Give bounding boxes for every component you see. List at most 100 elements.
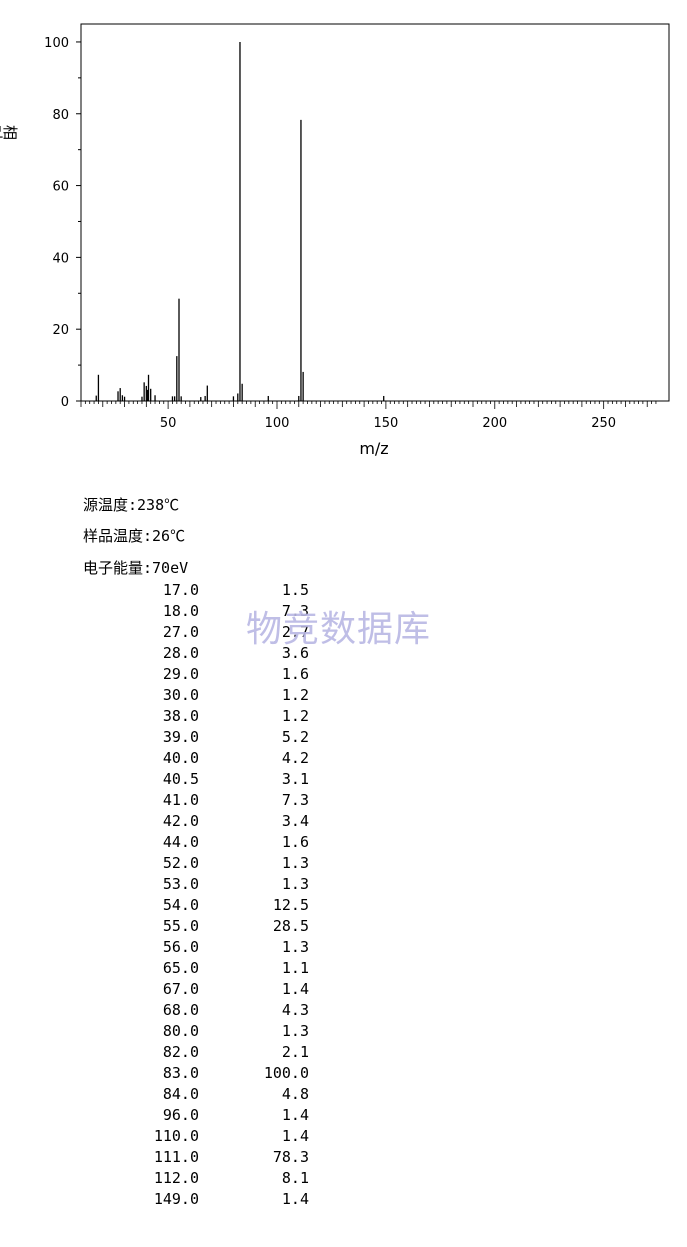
peak-row: 39.0 5.2 (0, 727, 320, 748)
peak-abundance: 4.3 (281, 1001, 309, 1019)
x-axis-label: m/z (359, 439, 388, 458)
x-tick-label: 150 (373, 416, 398, 431)
peak-row: 44.0 1.6 (0, 832, 320, 853)
plot-frame (80, 23, 670, 402)
peak-row: 149.0 1.4 (0, 1189, 320, 1210)
peak-row: 17.0 1.5 (0, 580, 320, 601)
peak-row: 28.0 3.6 (0, 643, 320, 664)
peak-mz: 65.0 (162, 959, 199, 977)
peak-row: 41.0 7.3 (0, 790, 320, 811)
y-tick-label: 80 (52, 108, 69, 123)
x-tick-label: 50 (160, 416, 177, 431)
peak-abundance: 8.1 (281, 1169, 309, 1187)
watermark: 物竞数据库 (246, 609, 432, 650)
peak-mz: 111.0 (153, 1148, 199, 1166)
peak-row: 112.0 8.1 (0, 1168, 320, 1189)
y-tick-label: 100 (44, 36, 69, 51)
peak-row: 67.0 1.4 (0, 979, 320, 1000)
peak-mz: 17.0 (162, 581, 199, 599)
peak-abundance: 2.1 (281, 1043, 309, 1061)
peak-abundance: 3.1 (281, 770, 309, 788)
peak-mz: 27.0 (162, 623, 199, 641)
peak-abundance: 1.4 (281, 980, 309, 998)
peak-mz: 110.0 (153, 1127, 199, 1145)
peak-mz: 80.0 (162, 1022, 199, 1040)
peak-abundance: 1.6 (281, 665, 309, 683)
peak-mz: 28.0 (162, 644, 199, 662)
peak-row: 38.0 1.2 (0, 706, 320, 727)
peak-abundance: 100.0 (263, 1064, 309, 1082)
source-temperature: 源温度:238℃ (83, 496, 180, 514)
peak-row: 82.0 2.1 (0, 1042, 320, 1063)
peak-mz: 40.5 (162, 770, 199, 788)
peak-list: 17.0 1.5 18.0 7.3 27.0 2.7 28.0 3.6 29.0 1.6 30.0 1… (0, 580, 320, 1210)
peak-abundance: 3.6 (281, 644, 309, 662)
peak-mz: 96.0 (162, 1106, 199, 1124)
peak-abundance: 1.2 (281, 686, 309, 704)
peak-abundance: 1.3 (281, 938, 309, 956)
sample-temperature: 样品温度:26℃ (83, 527, 186, 545)
peak-row: 111.0 78.3 (0, 1147, 320, 1168)
peak-mz: 68.0 (162, 1001, 199, 1019)
peak-abundance: 1.3 (281, 854, 309, 872)
peak-abundance: 4.8 (281, 1085, 309, 1103)
spectrum-bars (95, 41, 385, 401)
peak-row: 18.0 7.3 (0, 601, 320, 622)
peak-row: 52.0 1.3 (0, 853, 320, 874)
peak-row: 42.0 3.4 (0, 811, 320, 832)
peak-abundance: 5.2 (281, 728, 309, 746)
peak-abundance: 1.4 (281, 1127, 309, 1145)
peak-mz: 82.0 (162, 1043, 199, 1061)
peak-row: 29.0 1.6 (0, 664, 320, 685)
peak-abundance: 2.7 (281, 623, 309, 641)
peak-abundance: 1.4 (281, 1106, 309, 1124)
peak-row: 110.0 1.4 (0, 1126, 320, 1147)
peak-abundance: 1.2 (281, 707, 309, 725)
peak-abundance: 28.5 (272, 917, 309, 935)
peak-mz: 67.0 (162, 980, 199, 998)
peak-row: 40.5 3.1 (0, 769, 320, 790)
peak-abundance: 1.4 (281, 1190, 309, 1208)
peak-mz: 149.0 (153, 1190, 199, 1208)
peak-abundance: 1.6 (281, 833, 309, 851)
peak-mz: 44.0 (162, 833, 199, 851)
y-axis: 0 20 40 60 80 100 (44, 36, 81, 410)
electron-energy: 电子能量:70eV (83, 559, 189, 577)
peak-abundance: 7.3 (281, 602, 309, 620)
peak-row: 80.0 1.3 (0, 1021, 320, 1042)
mass-spectrum-chart: 0 20 40 60 80 100 50 100 150 200 250 m/z 相对强度/% (0, 23, 670, 458)
peak-mz: 54.0 (162, 896, 199, 914)
x-tick-label: 100 (265, 416, 290, 431)
peak-row: 53.0 1.3 (0, 874, 320, 895)
peak-mz: 112.0 (153, 1169, 199, 1187)
x-axis: 50 100 150 200 250 (80, 401, 657, 431)
peak-abundance: 7.3 (281, 791, 309, 809)
y-axis-label: 相对强度/% (0, 123, 18, 141)
peak-abundance: 1.5 (281, 581, 309, 599)
peak-row: 27.0 2.7 (0, 622, 320, 643)
peak-mz: 29.0 (162, 665, 199, 683)
peak-row: 96.0 1.4 (0, 1105, 320, 1126)
peak-mz: 18.0 (162, 602, 199, 620)
peak-mz: 84.0 (162, 1085, 199, 1103)
peak-abundance: 1.3 (281, 1022, 309, 1040)
y-tick-label: 60 (52, 180, 69, 195)
peak-row: 54.0 12.5 (0, 895, 320, 916)
peak-mz: 40.0 (162, 749, 199, 767)
peak-mz: 42.0 (162, 812, 199, 830)
peak-row: 65.0 1.1 (0, 958, 320, 979)
peak-mz: 53.0 (162, 875, 199, 893)
y-tick-label: 20 (52, 323, 69, 338)
peak-abundance: 4.2 (281, 749, 309, 767)
peak-row: 68.0 4.3 (0, 1000, 320, 1021)
peak-mz: 56.0 (162, 938, 199, 956)
peak-abundance: 78.3 (272, 1148, 309, 1166)
y-tick-label: 0 (61, 395, 69, 410)
peak-row: 40.0 4.2 (0, 748, 320, 769)
peak-row: 84.0 4.8 (0, 1084, 320, 1105)
peak-mz: 55.0 (162, 917, 199, 935)
peak-abundance: 1.1 (281, 959, 309, 977)
peak-abundance: 1.3 (281, 875, 309, 893)
peak-mz: 39.0 (162, 728, 199, 746)
peak-abundance: 3.4 (281, 812, 309, 830)
